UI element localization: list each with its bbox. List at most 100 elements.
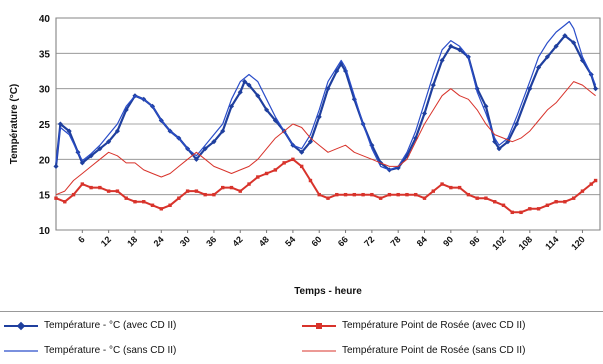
x-tick-label: 6: [76, 234, 87, 245]
chart-legend: Température - °C (avec CD II) Températur…: [0, 311, 603, 364]
data-point: [484, 196, 488, 200]
data-point: [203, 192, 207, 197]
legend-label: Température - °C (sans CD II): [44, 345, 177, 356]
legend-label: Température Point de Rosée (sans CD II): [342, 345, 526, 356]
data-point: [212, 192, 216, 197]
data-point: [221, 185, 225, 190]
x-tick-label: 72: [362, 234, 376, 248]
legend-label: Température - °C (avec CD II): [44, 320, 177, 331]
x-tick-label: 60: [309, 234, 323, 248]
data-point: [237, 89, 243, 95]
data-point: [414, 192, 418, 197]
data-point: [317, 192, 321, 197]
data-point: [378, 196, 383, 200]
data-point: [431, 189, 435, 193]
data-point: [264, 171, 269, 176]
y-tick-label: 40: [39, 14, 51, 25]
data-point: [493, 200, 497, 204]
data-point: [396, 192, 400, 197]
data-point: [124, 196, 128, 200]
x-tick-label: 18: [125, 234, 139, 248]
x-tick-label: 114: [543, 234, 560, 251]
y-tick-label: 25: [39, 120, 51, 131]
data-point: [220, 128, 226, 134]
data-point: [53, 163, 59, 169]
data-point: [71, 192, 76, 197]
data-point: [593, 178, 598, 183]
legend-item-temp-sans: Température - °C (sans CD II): [4, 345, 176, 356]
x-axis-title: Temps - heure: [294, 286, 362, 297]
data-point: [299, 164, 304, 169]
data-point: [133, 200, 137, 204]
data-point: [528, 207, 532, 211]
x-tick-label: 120: [569, 234, 587, 252]
data-point: [247, 182, 251, 186]
data-point: [475, 196, 479, 200]
x-tick-label: 36: [204, 234, 218, 248]
data-point: [580, 189, 585, 193]
legend-swatch: [4, 321, 38, 330]
data-point: [370, 192, 374, 197]
data-point: [335, 192, 339, 197]
series-line: [55, 20, 597, 171]
data-point: [211, 139, 217, 145]
x-tick-label: 84: [415, 234, 429, 248]
data-point: [501, 203, 506, 207]
data-point: [536, 207, 541, 211]
data-point: [307, 139, 313, 145]
data-point: [66, 128, 72, 134]
legend-label: Température Point de Rosée (avec CD II): [342, 320, 526, 331]
data-point: [352, 192, 357, 197]
data-point: [80, 182, 85, 186]
legend-item-rosee-avec: Température Point de Rosée (avec CD II): [302, 320, 525, 331]
legend-swatch: [302, 322, 336, 329]
x-tick-label: 90: [441, 234, 455, 248]
y-tick-label: 30: [39, 85, 51, 96]
data-point: [185, 189, 190, 193]
x-tick-label: 108: [517, 234, 535, 252]
data-point: [440, 182, 444, 186]
data-point: [387, 192, 392, 197]
data-point: [589, 182, 593, 186]
x-tick-label: 102: [490, 234, 508, 252]
y-axis-title: Température (°C): [9, 84, 20, 165]
data-point: [343, 192, 348, 197]
data-point: [177, 196, 181, 200]
data-point: [519, 210, 523, 215]
x-tick-label: 48: [257, 234, 271, 248]
data-point: [326, 196, 330, 200]
data-point: [554, 200, 558, 204]
data-point: [255, 93, 261, 99]
data-point: [142, 200, 146, 204]
data-point: [282, 161, 286, 165]
x-tick-label: 24: [152, 234, 166, 248]
data-point: [246, 82, 252, 88]
data-point: [308, 178, 313, 183]
legend-swatch: [4, 349, 38, 352]
data-point: [168, 203, 172, 207]
x-tick-label: 42: [231, 234, 245, 248]
x-tick-label: 12: [99, 234, 113, 248]
data-point: [448, 43, 454, 49]
x-tick-label: 96: [467, 234, 481, 248]
x-tick-label: 54: [283, 234, 297, 248]
x-tick-label: 78: [388, 234, 402, 248]
data-point: [89, 185, 93, 190]
data-point: [106, 189, 111, 193]
data-point: [457, 185, 462, 190]
data-point: [510, 210, 514, 215]
data-point: [194, 189, 199, 193]
data-point: [545, 203, 550, 207]
data-point: [405, 192, 409, 197]
data-point: [150, 203, 155, 207]
data-point: [361, 192, 365, 197]
data-point: [114, 128, 120, 134]
data-point: [159, 207, 163, 211]
y-tick-label: 10: [39, 226, 51, 237]
data-point: [571, 196, 576, 200]
data-point: [57, 121, 63, 127]
data-point: [54, 196, 58, 200]
data-point: [193, 156, 199, 162]
y-tick-label: 20: [39, 155, 51, 166]
data-point: [466, 192, 471, 197]
